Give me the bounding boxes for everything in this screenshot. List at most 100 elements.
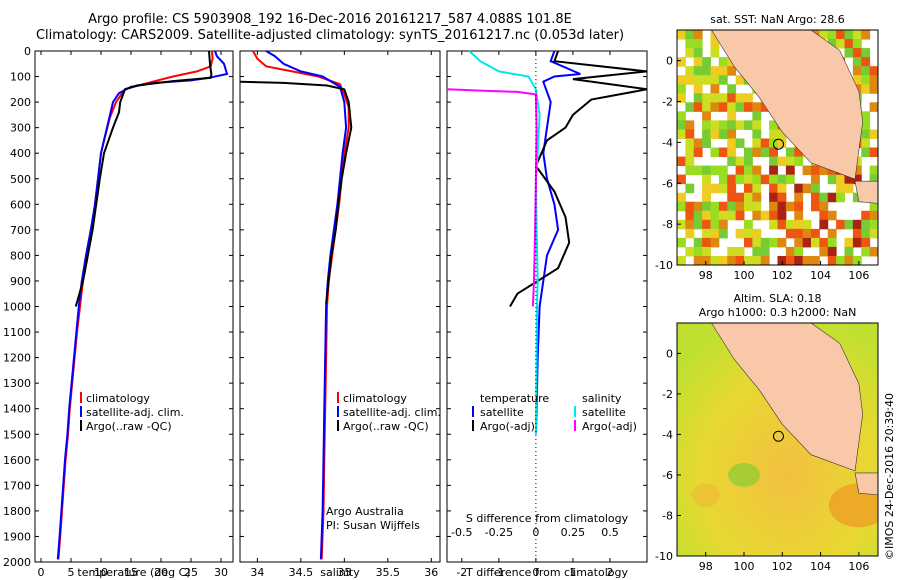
data-cell bbox=[869, 174, 878, 185]
data-cell bbox=[685, 120, 695, 130]
x-tick-label: 0 bbox=[532, 566, 539, 579]
data-cell bbox=[760, 237, 770, 248]
data-cell bbox=[710, 201, 720, 212]
x-tick-label: 1 bbox=[569, 566, 576, 579]
data-cell bbox=[869, 165, 878, 176]
y-tick-label: -4 bbox=[662, 428, 673, 441]
data-cell bbox=[777, 201, 787, 212]
data-cell bbox=[811, 228, 820, 239]
data-cell bbox=[769, 129, 778, 139]
data-cell bbox=[693, 93, 703, 103]
data-cell bbox=[710, 129, 720, 139]
data-cell bbox=[827, 39, 837, 49]
data-cell bbox=[760, 138, 770, 148]
data-cell bbox=[802, 165, 812, 176]
data-cell bbox=[760, 147, 770, 158]
y-tick-label: 300 bbox=[10, 122, 31, 135]
data-cell bbox=[752, 129, 762, 139]
data-cell bbox=[744, 147, 753, 158]
data-cell bbox=[677, 57, 686, 67]
x-tick-label: 0 bbox=[38, 566, 45, 579]
data-cell bbox=[819, 237, 829, 248]
data-cell bbox=[869, 129, 878, 139]
legend-label: Argo(-adj) bbox=[480, 420, 535, 433]
y-tick-label: -10 bbox=[655, 259, 673, 272]
data-cell bbox=[836, 39, 845, 49]
data-cell bbox=[710, 75, 720, 85]
legend-label: climatology bbox=[86, 392, 150, 405]
data-cell bbox=[836, 30, 845, 40]
data-cell bbox=[693, 255, 703, 265]
data-cell bbox=[794, 147, 804, 158]
figure-subtitle: Climatology: CARS2009. Satellite-adjuste… bbox=[35, 28, 625, 43]
series-line bbox=[57, 50, 214, 560]
x-tick-label: 30 bbox=[214, 566, 228, 579]
data-cell bbox=[794, 156, 804, 167]
data-cell bbox=[844, 255, 854, 265]
data-cell bbox=[752, 201, 762, 212]
y-tick-label: -10 bbox=[655, 550, 673, 563]
data-cell bbox=[769, 237, 778, 248]
data-cell bbox=[752, 192, 762, 203]
data-cell bbox=[819, 219, 829, 230]
data-cell bbox=[735, 165, 745, 176]
series-line bbox=[446, 88, 538, 307]
data-cell bbox=[685, 30, 695, 40]
data-cell bbox=[852, 57, 862, 67]
data-cell bbox=[727, 174, 737, 185]
data-cell bbox=[693, 48, 703, 58]
x-tick-label: 102 bbox=[772, 560, 793, 573]
data-cell bbox=[710, 93, 720, 103]
panel-temperature: 0100200300400500600700800900100011001200… bbox=[3, 45, 234, 579]
data-cell bbox=[702, 111, 711, 121]
y-tick-label: -8 bbox=[662, 509, 673, 522]
top-axis-label: S difference from climatology bbox=[466, 512, 629, 525]
data-cell bbox=[752, 111, 762, 121]
data-cell bbox=[710, 183, 720, 194]
data-cell bbox=[769, 201, 778, 212]
data-cell bbox=[752, 102, 762, 112]
data-cell bbox=[827, 246, 837, 257]
y-tick-label: 1600 bbox=[3, 454, 31, 467]
data-cell bbox=[718, 93, 728, 103]
data-cell bbox=[769, 156, 778, 167]
series-line bbox=[56, 50, 229, 560]
data-cell bbox=[794, 210, 804, 221]
data-cell bbox=[685, 147, 695, 158]
data-cell bbox=[693, 84, 703, 94]
y-tick-label: -6 bbox=[662, 469, 673, 482]
data-cell bbox=[693, 138, 703, 148]
data-cell bbox=[710, 255, 720, 265]
data-cell bbox=[802, 228, 812, 239]
x-tick-label: 25 bbox=[184, 566, 198, 579]
data-cell bbox=[752, 165, 762, 176]
data-cell bbox=[702, 192, 711, 203]
data-cell bbox=[861, 75, 871, 85]
data-cell bbox=[693, 219, 703, 230]
data-cell bbox=[735, 174, 745, 185]
data-cell bbox=[744, 192, 753, 203]
data-cell bbox=[710, 102, 720, 112]
series-line bbox=[239, 80, 353, 305]
data-cell bbox=[752, 183, 762, 194]
map-title: Altim. SLA: 0.18 bbox=[733, 292, 821, 305]
data-cell bbox=[710, 219, 720, 230]
top-tick-label: 0.25 bbox=[561, 526, 586, 539]
y-tick-label: 500 bbox=[10, 173, 31, 186]
legend-label: temperature bbox=[480, 392, 549, 405]
data-cell bbox=[677, 237, 686, 248]
y-tick-label: -2 bbox=[662, 388, 673, 401]
data-cell bbox=[735, 75, 745, 85]
map-title: sat. SST: NaN Argo: 28.6 bbox=[710, 13, 844, 26]
data-cell bbox=[861, 48, 871, 58]
data-cell bbox=[769, 147, 778, 158]
data-cell bbox=[777, 192, 787, 203]
data-cell bbox=[769, 165, 778, 176]
data-cell bbox=[777, 156, 787, 167]
series-line bbox=[74, 50, 213, 307]
y-tick-label: 0 bbox=[666, 347, 673, 360]
data-cell bbox=[785, 228, 795, 239]
y-tick-label: 1900 bbox=[3, 530, 31, 543]
data-cell bbox=[702, 228, 711, 239]
anomaly-blob bbox=[728, 462, 760, 487]
